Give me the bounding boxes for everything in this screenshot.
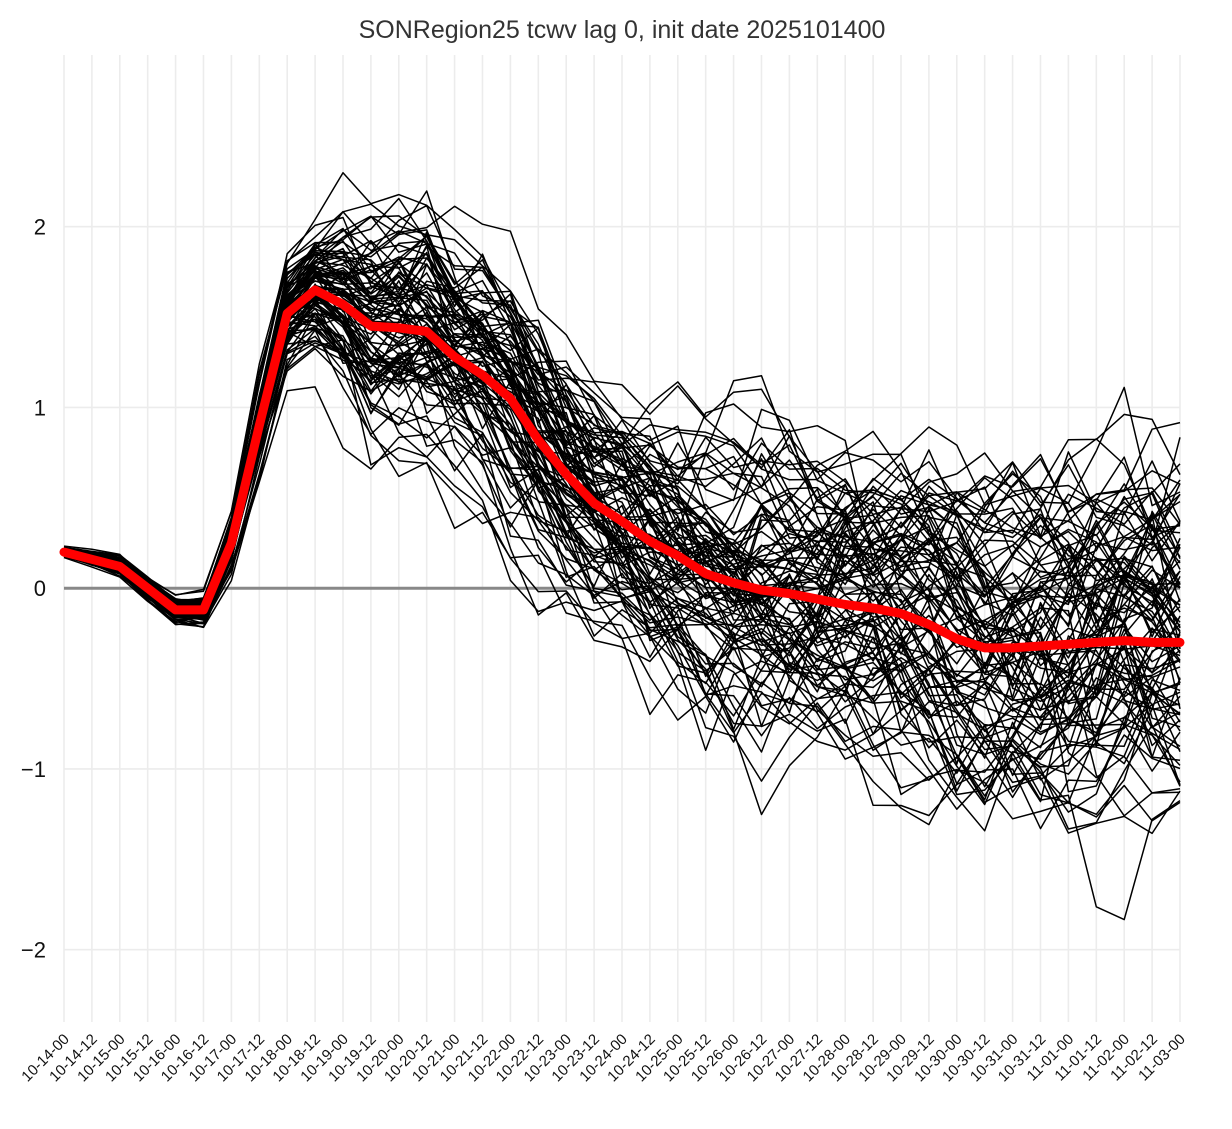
y-tick-label: −2	[21, 938, 46, 963]
y-tick-label: −1	[21, 757, 46, 782]
ensemble-member-line	[63, 342, 1181, 826]
ensemble-mean	[59, 285, 1185, 653]
x-axis-ticks: 10-14-0010-14-1210-15-0010-15-1210-16-00…	[18, 1031, 1188, 1085]
y-axis-ticks: −2 −1 0 1 2	[21, 215, 46, 963]
ensemble-member-line	[63, 216, 1181, 628]
y-tick-label: 1	[34, 395, 46, 420]
y-tick-label: 0	[34, 576, 46, 601]
ensemble-member-line	[63, 197, 1181, 606]
y-tick-label: 2	[34, 215, 46, 240]
ensemble-member-line	[63, 329, 1181, 799]
ensemble-member-line	[63, 327, 1181, 749]
ensemble-mean-line	[59, 285, 1185, 653]
chart-title: SONRegion25 tcwv lag 0, init date 202510…	[359, 16, 886, 44]
